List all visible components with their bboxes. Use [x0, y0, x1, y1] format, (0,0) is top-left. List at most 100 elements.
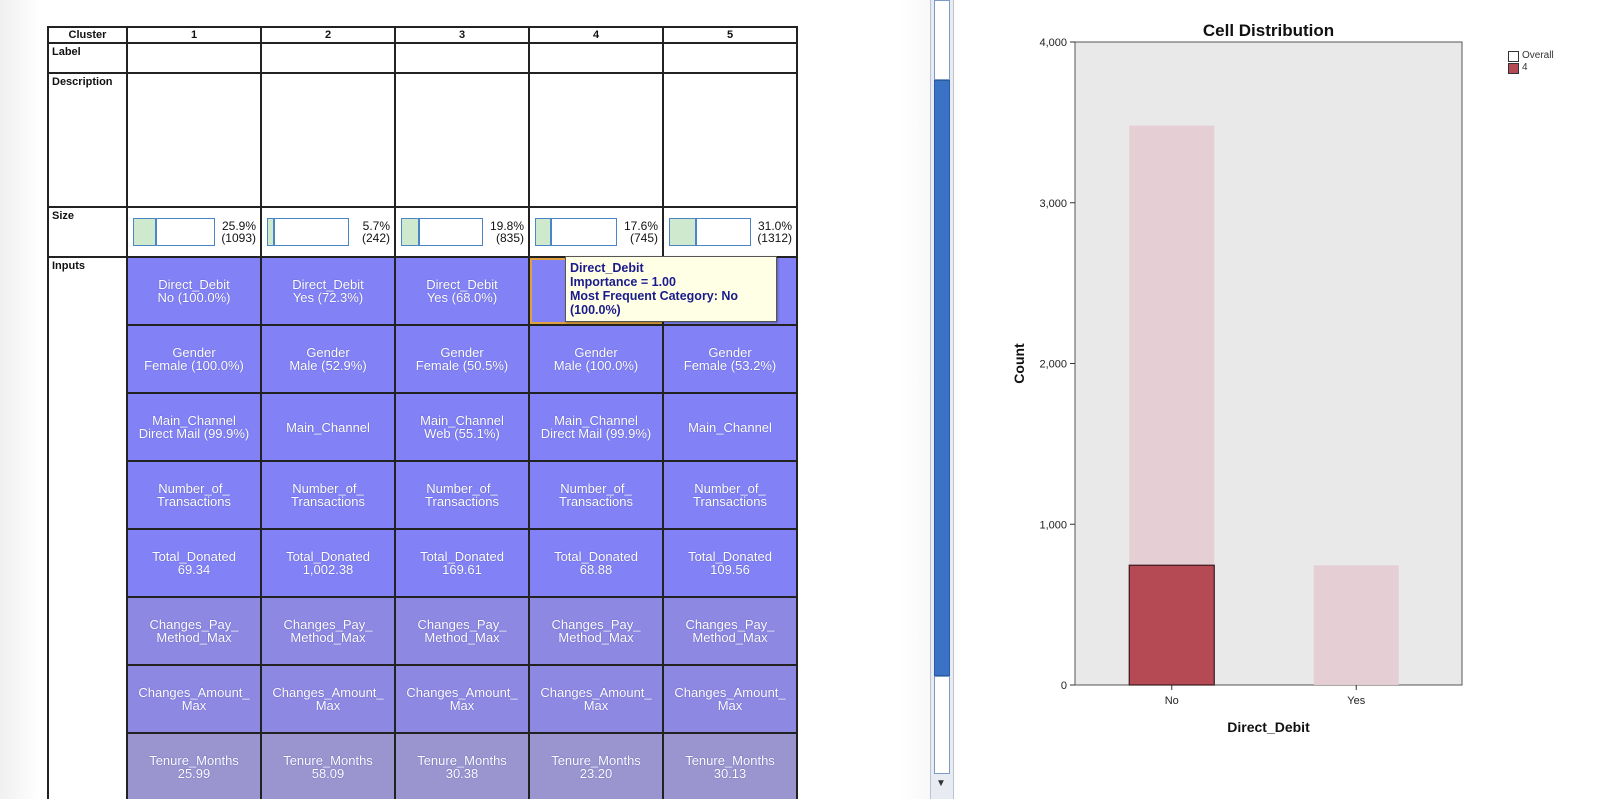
feature-cell[interactable]: Changes_Amount_ Max [528, 664, 664, 734]
cluster-header-5[interactable]: 5 [662, 26, 798, 44]
scroll-down-arrow-icon[interactable]: ▼ [936, 778, 946, 789]
size-bar [401, 218, 483, 246]
feature-cell[interactable]: Gender Female (50.5%) [394, 324, 530, 394]
feature-cell[interactable]: Tenure_Months 58.09 [260, 732, 396, 799]
size-percent: 31.0% [757, 219, 792, 233]
y-tick-label: 2,000 [1039, 359, 1067, 371]
feature-cell[interactable]: Changes_Pay_ Method_Max [528, 596, 664, 666]
tooltip-most-frequent-pct: (100.0%) [570, 303, 621, 317]
feature-cell[interactable]: Total_Donated 169.61 [394, 528, 530, 598]
size-cell-5[interactable]: 31.0% (1312) [662, 206, 798, 258]
size-percent: 5.7% [362, 219, 390, 233]
label-cell[interactable] [394, 42, 530, 74]
feature-cell[interactable]: Total_Donated 69.34 [126, 528, 262, 598]
feature-cell[interactable]: Changes_Pay_ Method_Max [394, 596, 530, 666]
row-label-inputs: Inputs [47, 256, 128, 799]
scrollbar-thumb[interactable] [934, 80, 950, 676]
cell-distribution-pane: Cell Distribution 0 1,000 2,000 3,000 4,000 Co… [960, 0, 1600, 799]
x-tick-label: No [1165, 695, 1179, 707]
size-bar [535, 218, 617, 246]
feature-cell[interactable]: Tenure_Months 30.13 [662, 732, 798, 799]
feature-cell[interactable]: Number_of_ Transactions [394, 460, 530, 530]
size-cell-2[interactable]: 5.7% (242) [260, 206, 396, 258]
size-count: (1093) [221, 231, 256, 245]
feature-cell[interactable]: Direct_Debit Yes (68.0%) [394, 256, 530, 326]
label-cell[interactable] [126, 42, 262, 74]
cluster-comparison-pane: Cluster 1 2 3 4 5 Label Description Size… [0, 0, 950, 799]
size-cell-3[interactable]: 19.8% (835) [394, 206, 530, 258]
description-cell[interactable] [126, 72, 262, 208]
x-tick-label: Yes [1347, 695, 1365, 707]
cluster-header-3[interactable]: 3 [394, 26, 530, 44]
cluster-header-1[interactable]: 1 [126, 26, 262, 44]
label-cell[interactable] [528, 42, 664, 74]
feature-cell[interactable]: Direct_Debit Yes (72.3%) [260, 256, 396, 326]
feature-cell[interactable]: Gender Female (53.2%) [662, 324, 798, 394]
description-cell[interactable] [662, 72, 798, 208]
feature-cell[interactable]: Gender Female (100.0%) [126, 324, 262, 394]
size-value: 5.7% (242) [362, 220, 390, 244]
size-bar [267, 218, 349, 246]
feature-cell[interactable]: Number_of_ Transactions [662, 460, 798, 530]
size-value: 19.8% (835) [490, 220, 524, 244]
feature-cell[interactable]: Tenure_Months 30.38 [394, 732, 530, 799]
feature-cell[interactable]: Changes_Amount_ Max [662, 664, 798, 734]
feature-cell[interactable]: Tenure_Months 25.99 [126, 732, 262, 799]
size-cell-1[interactable]: 25.9% (1093) [126, 206, 262, 258]
feature-cell[interactable]: Gender Male (100.0%) [528, 324, 664, 394]
importance-tooltip: Direct_Debit Importance = 1.00 Most Freq… [565, 256, 777, 322]
feature-cell[interactable]: Gender Male (52.9%) [260, 324, 396, 394]
chart-title: Cell Distribution [1203, 21, 1334, 40]
feature-cell[interactable]: Changes_Amount_ Max [260, 664, 396, 734]
feature-cell[interactable]: Changes_Amount_ Max [126, 664, 262, 734]
scrollbar-track-bottom[interactable] [934, 676, 950, 774]
size-cell-4[interactable]: 17.6% (745) [528, 206, 664, 258]
cluster-header-label: Cluster [47, 26, 128, 44]
tooltip-most-frequent: Most Frequent Category: No [570, 289, 739, 303]
size-count: (242) [361, 231, 390, 245]
vertical-scrollbar[interactable]: ▼ [930, 0, 954, 799]
legend-label-overall: Overall [1522, 50, 1554, 61]
feature-cell[interactable]: Number_of_ Transactions [126, 460, 262, 530]
description-cell[interactable] [528, 72, 664, 208]
feature-cell[interactable]: Total_Donated 1,002.38 [260, 528, 396, 598]
feature-cell[interactable]: Main_Channel [260, 392, 396, 462]
feature-cell[interactable]: Direct_Debit No (100.0%) [126, 256, 262, 326]
feature-cell[interactable]: Main_Channel Direct Mail (99.9%) [126, 392, 262, 462]
y-tick-label: 4,000 [1039, 37, 1067, 49]
feature-cell[interactable]: Changes_Amount_ Max [394, 664, 530, 734]
feature-cell[interactable]: Changes_Pay_ Method_Max [126, 596, 262, 666]
label-cell[interactable] [662, 42, 798, 74]
feature-cell[interactable]: Number_of_ Transactions [528, 460, 664, 530]
size-value: 31.0% (1312) [757, 220, 792, 244]
description-cell[interactable] [260, 72, 396, 208]
feature-cell[interactable]: Number_of_ Transactions [260, 460, 396, 530]
bar-cluster-4 [1128, 564, 1215, 686]
cluster-header-4[interactable]: 4 [528, 26, 664, 44]
size-count: (1312) [757, 231, 792, 245]
feature-cell[interactable]: Total_Donated 68.88 [528, 528, 664, 598]
label-cell[interactable] [260, 42, 396, 74]
feature-cell[interactable]: Changes_Pay_ Method_Max [662, 596, 798, 666]
description-cell[interactable] [394, 72, 530, 208]
feature-cell[interactable]: Tenure_Months 23.20 [528, 732, 664, 799]
legend-item-overall: Overall [1508, 50, 1554, 62]
feature-cell[interactable]: Main_Channel Web (55.1%) [394, 392, 530, 462]
feature-cell[interactable]: Main_Channel Direct Mail (99.9%) [528, 392, 664, 462]
y-axis-label: Count [1011, 343, 1027, 384]
cluster-header-2[interactable]: 2 [260, 26, 396, 44]
size-percent: 25.9% [221, 219, 256, 233]
feature-cell[interactable]: Total_Donated 109.56 [662, 528, 798, 598]
legend-label-cluster: 4 [1522, 62, 1528, 73]
feature-cell[interactable]: Changes_Pay_ Method_Max [260, 596, 396, 666]
chart-legend: Overall 4 [1508, 50, 1554, 74]
row-label-size: Size [47, 206, 128, 258]
size-bar [133, 218, 215, 246]
size-bar-fill [134, 219, 157, 245]
cell-distribution-chart: Cell Distribution 0 1,000 2,000 3,000 4,000 Co… [1011, 21, 1463, 735]
size-bar-fill [268, 219, 275, 245]
feature-cell[interactable]: Main_Channel [662, 392, 798, 462]
row-label-label: Label [47, 42, 128, 74]
size-bar-fill [670, 219, 697, 245]
scrollbar-track-top[interactable] [934, 0, 950, 80]
